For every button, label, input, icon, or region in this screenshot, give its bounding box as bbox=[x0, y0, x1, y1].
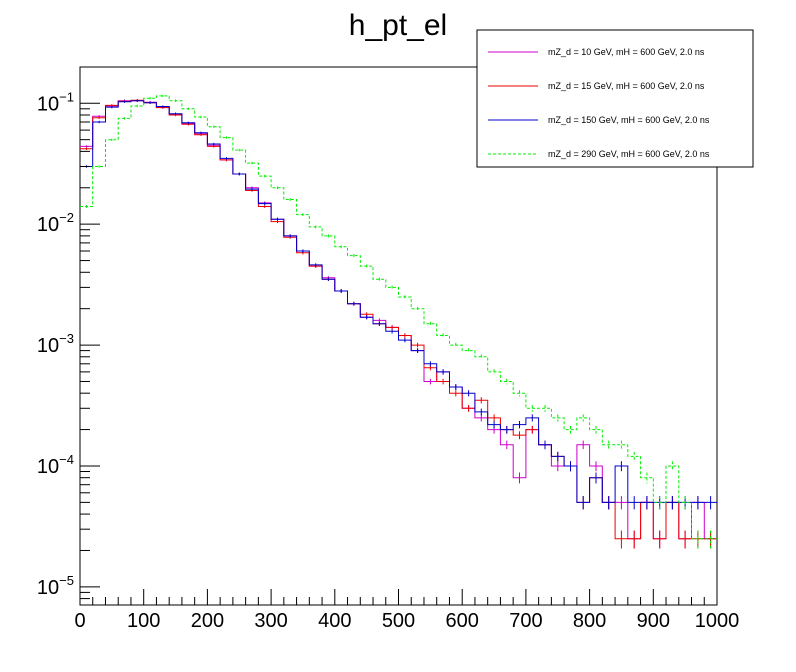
x-tick-label: 500 bbox=[382, 610, 415, 632]
legend-label: mZ_d = 290 GeV, mH = 600 GeV, 2.0 ns bbox=[548, 149, 710, 159]
y-tick-exponent: −4 bbox=[59, 452, 74, 467]
x-tick-label: 800 bbox=[573, 610, 606, 632]
x-tick-label: 900 bbox=[637, 610, 670, 632]
legend-label: mZ_d = 10 GeV, mH = 600 GeV, 2.0 ns bbox=[548, 47, 705, 57]
x-tick-label: 1000 bbox=[695, 610, 740, 632]
y-tick-label: 10−4 bbox=[37, 452, 74, 478]
y-tick-exponent: −3 bbox=[59, 331, 74, 346]
x-tick-label: 700 bbox=[509, 610, 542, 632]
axis-layer: 0 100 200 300 400 500 600 700 800 900 100010−110−2… bbox=[37, 89, 739, 632]
series-4 bbox=[80, 94, 717, 549]
x-tick-label: 200 bbox=[191, 610, 224, 632]
y-tick-exponent: −1 bbox=[59, 89, 74, 104]
y-tick-label: 10−1 bbox=[37, 89, 74, 115]
x-tick-label: 100 bbox=[127, 610, 160, 632]
y-tick-mantissa: 10 bbox=[37, 577, 59, 599]
y-tick-exponent: −2 bbox=[59, 210, 74, 225]
series-line bbox=[80, 95, 717, 540]
y-tick-exponent: −5 bbox=[59, 573, 74, 588]
y-tick-mantissa: 10 bbox=[37, 456, 59, 478]
x-tick-label: 600 bbox=[446, 610, 479, 632]
y-tick-label: 10−3 bbox=[37, 331, 74, 357]
y-tick-mantissa: 10 bbox=[37, 335, 59, 357]
y-tick-mantissa: 10 bbox=[37, 93, 59, 115]
y-tick-mantissa: 10 bbox=[37, 214, 59, 236]
legend: mZ_d = 10 GeV, mH = 600 GeV, 2.0 ns mZ_d … bbox=[476, 29, 754, 168]
legend-label: mZ_d = 150 GeV, mH = 600 GeV, 2.0 ns bbox=[548, 115, 710, 125]
y-tick-label: 10−2 bbox=[37, 210, 74, 236]
x-tick-label: 300 bbox=[254, 610, 287, 632]
series-3 bbox=[80, 99, 717, 510]
series-layer bbox=[80, 94, 717, 549]
x-tick-label: 400 bbox=[318, 610, 351, 632]
y-tick-label: 10−5 bbox=[37, 573, 74, 599]
chart-title: h_pt_el bbox=[349, 9, 447, 42]
legend-box bbox=[476, 29, 754, 168]
legend-label: mZ_d = 15 GeV, mH = 600 GeV, 2.0 ns bbox=[548, 81, 705, 91]
x-tick-label: 0 bbox=[74, 610, 85, 632]
